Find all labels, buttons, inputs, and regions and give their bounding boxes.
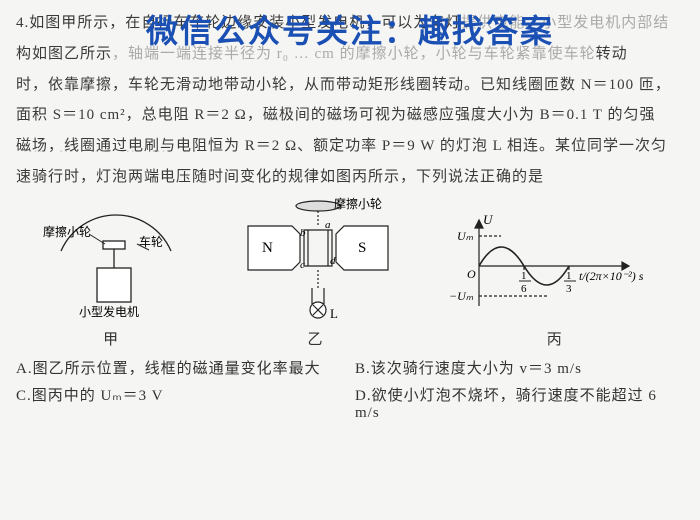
- jia-label-gen: 小型发电机: [79, 304, 139, 319]
- yi-b: b: [300, 227, 306, 239]
- figure-bing-caption: 丙: [449, 328, 659, 349]
- q-line2-mid: ，轴端一端连接半径为 r₀ … cm 的摩擦小轮，小轮与车轮紧靠使车轮: [112, 46, 596, 62]
- bing-t2d: 3: [566, 283, 572, 295]
- bing-ylabel: U: [483, 212, 494, 227]
- yi-label-friction: 摩擦小轮: [334, 196, 382, 211]
- q-line1-prefix: 4.如图甲所示，在自行车车轮边缘安装小型发电机，可以为车灯: [16, 15, 461, 31]
- figure-bing: U Uₘ −Uₘ O 1 6 1 3 t/(2π×10⁻²) s 丙: [449, 206, 659, 349]
- yi-S: S: [358, 240, 366, 256]
- option-b: B.该次骑行速度大小为 v＝3 m/s: [355, 357, 684, 378]
- q-line2-prefix: 构如图乙所示: [16, 46, 112, 62]
- option-a: A.图乙所示位置，线框的磁通量变化率最大: [16, 357, 345, 378]
- figure-jia-caption: 甲: [41, 328, 181, 349]
- yi-a: a: [325, 219, 331, 231]
- figure-jia: 摩擦小轮 车轮 小型发电机 甲: [41, 206, 181, 349]
- bing-t1n: 1: [521, 270, 527, 282]
- yi-d: d: [330, 255, 336, 267]
- figure-yi: 摩擦小轮 N S a b c d L 乙: [230, 196, 400, 349]
- q-line6: 速骑行时，灯泡两端电压随时间变化的规律如图丙所示，下列说法正确的是: [16, 162, 684, 193]
- question-body: 4.如图甲所示，在自行车车轮边缘安装小型发电机，可以为车灯提供电能。小型发电机内…: [16, 8, 684, 193]
- bing-nUm: −Uₘ: [449, 289, 474, 303]
- bing-O: O: [467, 267, 476, 281]
- figure-yi-caption: 乙: [230, 328, 400, 349]
- q-line1-mid: 提供电能。小型发电机内部结: [461, 15, 669, 31]
- q-line5: 磁场，线圈通过电刷与电阻恒为 R＝2 Ω、额定功率 P＝9 W 的灯泡 L 相连…: [16, 131, 684, 162]
- bing-t1d: 6: [521, 283, 527, 295]
- bing-t2n: 1: [566, 270, 572, 282]
- figure-bing-svg: U Uₘ −Uₘ O 1 6 1 3 t/(2π×10⁻²) s: [449, 206, 659, 326]
- option-c: C.图丙中的 Uₘ＝3 V: [16, 384, 345, 422]
- figure-yi-svg: 摩擦小轮 N S a b c d L: [230, 196, 400, 326]
- bing-xlabel: t/(2π×10⁻²) s: [579, 269, 644, 283]
- options-grid: A.图乙所示位置，线框的磁通量变化率最大 B.该次骑行速度大小为 v＝3 m/s…: [16, 357, 684, 422]
- figures-row: 摩擦小轮 车轮 小型发电机 甲: [16, 199, 684, 349]
- yi-N: N: [262, 240, 273, 256]
- yi-c: c: [300, 259, 305, 271]
- option-d: D.欲使小灯泡不烧坏，骑行速度不能超过 6 m/s: [355, 384, 684, 422]
- yi-L: L: [330, 306, 338, 321]
- q-line4: 面积 S＝10 cm²，总电阻 R＝2 Ω，磁极间的磁场可视为磁感应强度大小为 …: [16, 100, 684, 131]
- q-line2-suffix: 转动: [596, 46, 628, 62]
- q-line3: 时，依靠摩擦，车轮无滑动地带动小轮，从而带动矩形线圈转动。已知线圈匝数 N＝10…: [16, 70, 684, 101]
- figure-jia-svg: 摩擦小轮 车轮 小型发电机: [41, 206, 181, 326]
- bing-Um: Uₘ: [457, 229, 474, 243]
- jia-label-friction: 摩擦小轮: [43, 224, 91, 239]
